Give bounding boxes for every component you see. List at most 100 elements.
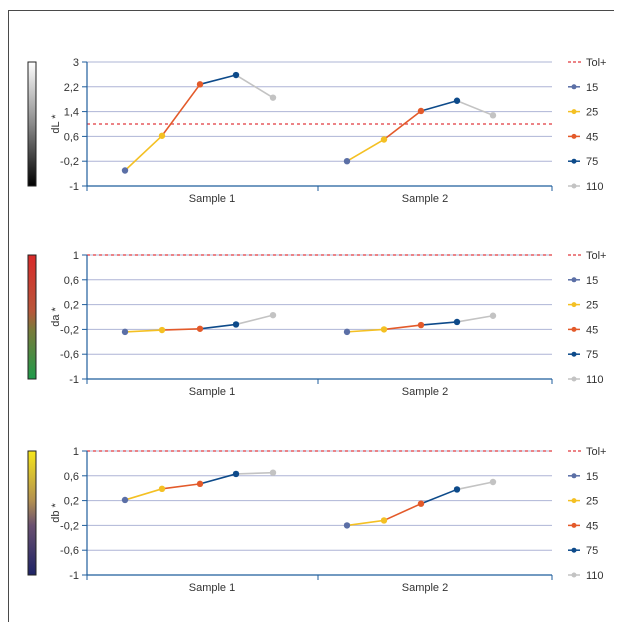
color-scale-bar bbox=[27, 450, 37, 576]
data-point-15 bbox=[343, 328, 351, 336]
data-point-25 bbox=[380, 136, 388, 143]
data-point-15 bbox=[121, 328, 129, 336]
legend-label: Tol+ bbox=[586, 446, 607, 458]
legend-swatch-dot bbox=[571, 84, 577, 90]
legend-swatch-dot bbox=[571, 376, 577, 382]
category-label: Sample 1 bbox=[189, 386, 235, 398]
y-tick-label: -0,2 bbox=[60, 520, 79, 532]
y-tick-label: 0,2 bbox=[64, 300, 79, 312]
y-tick-label: 1 bbox=[73, 446, 79, 458]
data-point-110 bbox=[489, 312, 497, 319]
plot-dbstar: db * 1 0,6 0,2 -0,2 -0,6 -1 Sample 1 Sample 2 Tol… bbox=[27, 446, 607, 594]
legend-swatch-dot bbox=[571, 473, 577, 479]
y-tick-label: -0,6 bbox=[60, 349, 79, 361]
series-segment-75 bbox=[199, 323, 237, 330]
legend-swatch-dot bbox=[571, 183, 577, 189]
data-point-110 bbox=[489, 112, 497, 119]
y-tick-label: 0,6 bbox=[64, 131, 79, 143]
y-tick-label: -1 bbox=[69, 374, 79, 386]
plot-dastar: da * 1 0,6 0,2 -0,2 -0,6 -1 Sample 1 Sample 2 Tol… bbox=[27, 250, 607, 398]
series-segment-25 bbox=[346, 138, 385, 162]
series-segment-75 bbox=[420, 99, 458, 112]
data-point-15 bbox=[343, 158, 351, 165]
chart-frame bbox=[8, 10, 614, 622]
y-axis-label: da * bbox=[50, 306, 62, 326]
category-label: Sample 2 bbox=[402, 386, 448, 398]
y-tick-label: 0,6 bbox=[64, 471, 79, 483]
data-point-45 bbox=[417, 107, 425, 115]
legend-label: 110 bbox=[586, 374, 604, 386]
data-point-15 bbox=[343, 522, 351, 529]
data-point-25 bbox=[380, 517, 388, 524]
series-segment-110 bbox=[235, 74, 274, 99]
data-point-110 bbox=[269, 469, 277, 476]
series-segment-45 bbox=[161, 327, 201, 331]
plot-dLstar: dL * 3 2,2 1,4 0,6 -0,2 -1 Sample 1 Sample 2 Tol+… bbox=[27, 57, 607, 205]
legend-swatch-dot bbox=[571, 158, 577, 164]
category-label: Sample 2 bbox=[402, 582, 448, 594]
y-tick-label: 2,2 bbox=[64, 82, 79, 94]
legend-label: 45 bbox=[586, 131, 598, 143]
legend-label: 15 bbox=[586, 471, 598, 483]
data-point-75 bbox=[232, 321, 240, 328]
legend-label: Tol+ bbox=[586, 250, 607, 262]
legend-label: 25 bbox=[586, 300, 598, 312]
y-tick-label: -0,6 bbox=[60, 545, 79, 557]
y-axis-label: dL * bbox=[50, 114, 62, 134]
data-point-110 bbox=[269, 311, 277, 319]
legend-swatch-dot bbox=[571, 522, 577, 528]
data-point-15 bbox=[121, 496, 129, 504]
series-segment-110 bbox=[235, 314, 274, 326]
y-tick-label: 3 bbox=[73, 57, 79, 69]
data-point-75 bbox=[453, 486, 461, 493]
series-segment-45 bbox=[161, 483, 201, 490]
legend-swatch-dot bbox=[571, 547, 577, 553]
data-point-45 bbox=[196, 325, 204, 332]
data-point-25 bbox=[158, 485, 166, 493]
series-segment-45 bbox=[383, 324, 422, 331]
legend-swatch-dot bbox=[571, 133, 577, 139]
legend-label: 15 bbox=[586, 82, 598, 94]
data-point-75 bbox=[453, 97, 461, 104]
data-point-75 bbox=[232, 470, 240, 478]
series-segment-110 bbox=[456, 314, 494, 323]
category-label: Sample 2 bbox=[402, 193, 448, 205]
y-tick-label: 0,6 bbox=[64, 275, 79, 287]
data-point-75 bbox=[453, 318, 461, 326]
series-segment-75 bbox=[199, 473, 237, 485]
y-axis-label: db * bbox=[50, 502, 62, 522]
data-point-45 bbox=[196, 480, 204, 488]
legend-swatch-dot bbox=[571, 302, 577, 308]
y-tick-label: -1 bbox=[69, 570, 79, 582]
legend-swatch-dot bbox=[571, 326, 577, 332]
category-label: Sample 1 bbox=[189, 193, 235, 205]
y-tick-label: 1 bbox=[73, 250, 79, 262]
color-scale-bar bbox=[27, 254, 37, 380]
legend-label: 15 bbox=[586, 275, 598, 287]
series-segment-75 bbox=[199, 74, 237, 86]
legend-swatch-dot bbox=[571, 351, 577, 357]
legend-swatch-dot bbox=[571, 498, 577, 504]
data-point-110 bbox=[269, 94, 277, 101]
series-segment-25 bbox=[124, 488, 163, 501]
series-segment-110 bbox=[235, 471, 274, 475]
series-segment-25 bbox=[124, 329, 163, 333]
legend-label: 110 bbox=[586, 570, 604, 582]
legend-label: 25 bbox=[586, 496, 598, 508]
data-point-25 bbox=[158, 132, 166, 139]
legend-label: 110 bbox=[586, 181, 604, 193]
category-label: Sample 1 bbox=[189, 582, 235, 594]
color-scale-bar bbox=[27, 61, 37, 187]
series-segment-75 bbox=[420, 488, 458, 505]
legend-swatch-dot bbox=[571, 109, 577, 115]
data-point-75 bbox=[232, 71, 240, 79]
y-tick-label: -1 bbox=[69, 181, 79, 193]
legend-swatch-dot bbox=[571, 572, 577, 578]
data-point-25 bbox=[158, 326, 166, 334]
series-segment-45 bbox=[383, 502, 422, 522]
series-segment-25 bbox=[346, 519, 385, 527]
data-point-25 bbox=[380, 326, 388, 333]
series-segment-45 bbox=[383, 110, 422, 141]
legend-label: Tol+ bbox=[586, 57, 607, 69]
